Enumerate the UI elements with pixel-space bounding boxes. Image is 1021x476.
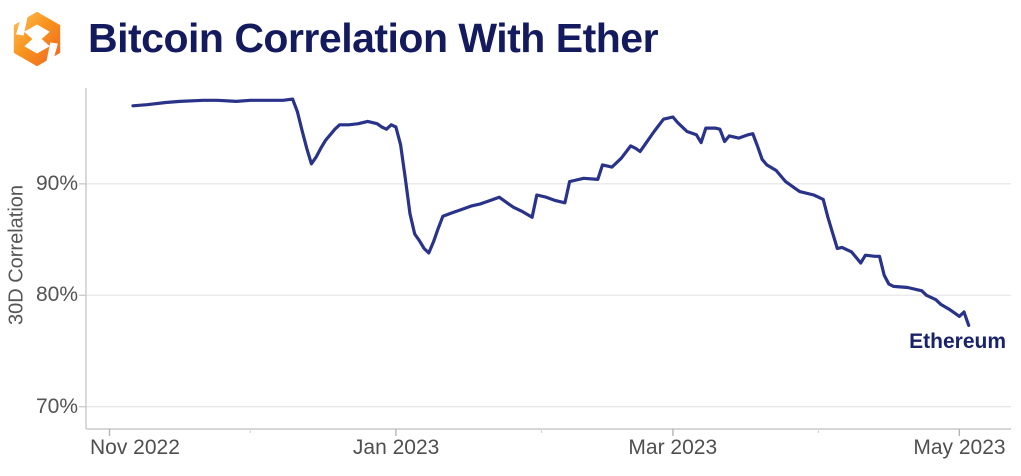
x-tick-label: Mar 2023	[628, 436, 718, 459]
x-tick-label: Jan 2023	[352, 436, 440, 459]
y-tick-label: 70%	[35, 394, 78, 418]
chart-title: Bitcoin Correlation With Ether	[88, 15, 659, 61]
series-label-ethereum: Ethereum	[909, 330, 1006, 353]
x-tick-label: May 2023	[913, 436, 1006, 459]
y-tick-label: 80%	[35, 283, 78, 307]
x-tick-label: Nov 2022	[90, 436, 180, 459]
series-line-ethereum	[131, 97, 971, 327]
kaiko-logo	[8, 10, 66, 68]
y-tick-label: 90%	[35, 171, 78, 195]
kaiko-logo-mark	[13, 11, 61, 67]
